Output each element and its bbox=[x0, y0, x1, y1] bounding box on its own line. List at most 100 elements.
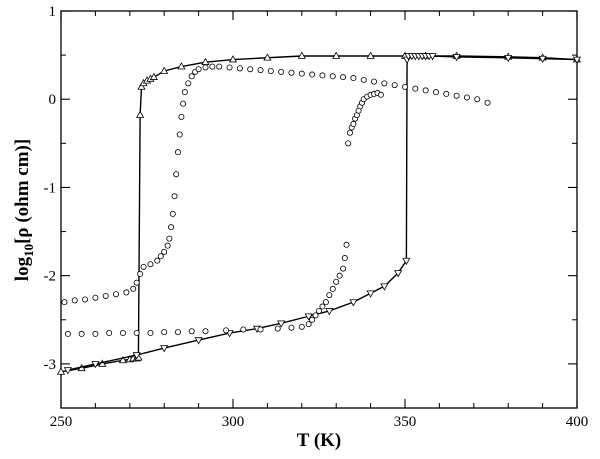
data-point bbox=[371, 78, 378, 85]
data-point bbox=[160, 66, 169, 74]
data-point bbox=[160, 345, 169, 353]
series-line bbox=[60, 55, 578, 373]
data-point bbox=[188, 73, 195, 80]
data-point bbox=[504, 54, 513, 63]
data-point bbox=[174, 329, 181, 336]
data-point bbox=[102, 292, 109, 299]
y-axis-title-sub: 10 bbox=[21, 244, 36, 257]
data-point bbox=[319, 303, 326, 310]
data-point bbox=[106, 330, 113, 337]
data-point bbox=[174, 149, 181, 156]
data-point bbox=[343, 241, 350, 248]
data-point bbox=[209, 63, 216, 70]
series-3 bbox=[64, 90, 384, 337]
data-point bbox=[247, 66, 254, 73]
data-point bbox=[169, 210, 176, 217]
data-point bbox=[297, 51, 306, 59]
data-point bbox=[377, 91, 384, 98]
series-layer bbox=[56, 51, 582, 375]
data-point bbox=[133, 279, 140, 286]
data-point bbox=[350, 75, 357, 82]
data-point bbox=[154, 257, 161, 264]
y-tick-label: 0 bbox=[49, 92, 57, 108]
data-point bbox=[202, 328, 209, 335]
data-point bbox=[312, 312, 319, 319]
data-point bbox=[164, 242, 171, 249]
data-point bbox=[412, 85, 419, 92]
data-point bbox=[428, 53, 437, 61]
y-tick-label: 1 bbox=[49, 4, 57, 20]
data-point bbox=[298, 70, 305, 77]
data-point bbox=[366, 51, 375, 59]
series-2 bbox=[61, 63, 491, 306]
data-point bbox=[92, 294, 99, 301]
data-point bbox=[157, 253, 164, 260]
data-point bbox=[147, 261, 154, 268]
data-point bbox=[176, 131, 183, 138]
data-point bbox=[288, 69, 295, 76]
data-point bbox=[394, 270, 403, 278]
data-point bbox=[180, 100, 187, 107]
data-point bbox=[402, 257, 411, 266]
data-point bbox=[56, 367, 66, 375]
x-tick-label: 350 bbox=[394, 414, 417, 430]
y-axis-title: log10[ρ (ohm cm)] bbox=[12, 139, 36, 281]
y-tick-label: -2 bbox=[44, 269, 57, 285]
data-point bbox=[298, 323, 305, 330]
data-point bbox=[341, 255, 348, 262]
data-point bbox=[78, 330, 85, 337]
data-point bbox=[119, 330, 126, 337]
data-point bbox=[309, 316, 316, 323]
data-point bbox=[340, 265, 347, 272]
data-point bbox=[332, 51, 341, 59]
x-axis-title: T (K) bbox=[297, 430, 342, 451]
data-point bbox=[61, 299, 68, 306]
plot-frame bbox=[60, 10, 578, 409]
data-point bbox=[92, 330, 99, 337]
data-point bbox=[226, 64, 233, 71]
data-point bbox=[132, 352, 141, 360]
data-point bbox=[391, 82, 398, 89]
data-point bbox=[322, 299, 329, 306]
data-point bbox=[432, 89, 439, 96]
data-point bbox=[278, 68, 285, 75]
data-point bbox=[422, 87, 429, 94]
data-point bbox=[336, 272, 343, 279]
data-point bbox=[178, 113, 185, 120]
data-point bbox=[130, 285, 137, 292]
data-point bbox=[326, 292, 333, 299]
data-point bbox=[188, 328, 195, 335]
data-point bbox=[82, 296, 89, 303]
data-point bbox=[267, 67, 274, 74]
data-point bbox=[147, 330, 154, 337]
data-point bbox=[195, 66, 202, 73]
data-point bbox=[123, 289, 130, 296]
data-point bbox=[315, 307, 322, 314]
data-point bbox=[216, 63, 223, 70]
data-point bbox=[319, 72, 326, 79]
data-point bbox=[228, 55, 238, 63]
data-point bbox=[288, 324, 295, 331]
data-point bbox=[346, 129, 353, 136]
data-point bbox=[91, 361, 100, 369]
data-point bbox=[171, 193, 178, 200]
data-point bbox=[325, 308, 334, 316]
data-point bbox=[340, 74, 347, 81]
series-1 bbox=[63, 53, 582, 375]
data-point bbox=[538, 55, 547, 64]
y-axis-title-main: log bbox=[12, 256, 33, 281]
data-point bbox=[401, 83, 408, 90]
data-point bbox=[443, 90, 450, 97]
data-point bbox=[118, 355, 128, 364]
data-point bbox=[240, 326, 247, 333]
data-point bbox=[274, 325, 281, 332]
data-point bbox=[360, 76, 367, 83]
data-point bbox=[380, 283, 389, 291]
data-point bbox=[366, 290, 375, 298]
y-tick-label: -1 bbox=[44, 180, 57, 196]
data-point bbox=[309, 71, 316, 78]
x-tick-label: 300 bbox=[222, 414, 245, 430]
data-point bbox=[133, 330, 140, 337]
data-point bbox=[140, 263, 147, 270]
data-point bbox=[263, 53, 272, 61]
